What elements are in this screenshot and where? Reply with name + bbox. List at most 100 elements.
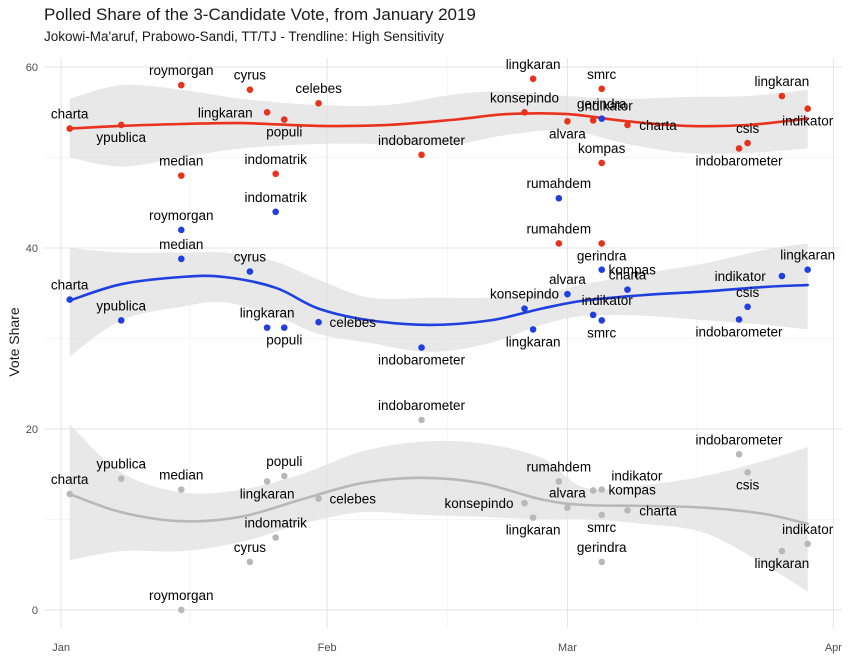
data-point — [804, 105, 811, 112]
point-label: roymorgan — [149, 588, 214, 603]
point-label: konsepindo — [490, 287, 559, 302]
data-point — [598, 240, 606, 247]
point-label: indikator — [715, 269, 767, 284]
point-label: alvara — [549, 272, 586, 287]
chart-title: Polled Share of the 3-Candidate Vote, fr… — [44, 5, 476, 24]
data-point — [280, 324, 288, 331]
point-label: lingkaran — [755, 74, 810, 89]
point-label: populi — [266, 454, 302, 469]
point-label: charta — [639, 503, 677, 518]
data-point — [564, 118, 571, 125]
data-point — [315, 99, 322, 107]
data-point — [624, 121, 631, 129]
data-point — [246, 558, 254, 566]
data-point — [589, 487, 597, 494]
confidence-band — [69, 243, 808, 357]
data-point — [280, 116, 288, 123]
point-label: indikator — [582, 98, 634, 113]
point-label: lingkaran — [506, 334, 561, 349]
data-point — [589, 311, 597, 319]
y-tick-label: 40 — [26, 243, 38, 255]
point-label: cyrus — [234, 250, 267, 265]
point-label: roymorgan — [149, 208, 214, 223]
y-tick-label: 0 — [32, 605, 38, 617]
data-point — [117, 317, 125, 324]
data-point — [778, 272, 786, 280]
data-point — [555, 478, 563, 485]
point-label: indobarometer — [695, 325, 783, 340]
point-label: konsepindo — [444, 496, 513, 511]
data-point — [272, 170, 279, 178]
data-point — [272, 208, 279, 216]
point-label: alvara — [549, 486, 586, 501]
data-point — [624, 507, 631, 514]
data-point — [735, 450, 743, 458]
confidence-band — [69, 424, 808, 592]
data-point — [117, 475, 125, 483]
data-point — [804, 266, 811, 274]
data-point — [529, 75, 537, 83]
point-label: konsepindo — [490, 90, 559, 105]
data-point — [177, 81, 185, 89]
point-label: cyrus — [234, 540, 267, 555]
point-label: charta — [51, 278, 89, 293]
data-point — [66, 490, 74, 498]
data-point — [66, 125, 74, 132]
point-label: charta — [51, 472, 89, 487]
data-point — [778, 547, 786, 555]
data-point — [598, 115, 606, 122]
point-label: smrc — [587, 325, 616, 340]
trend-line — [68, 274, 809, 327]
data-point — [315, 318, 322, 326]
point-label: lingkaran — [240, 306, 295, 321]
data-point — [66, 296, 74, 303]
data-point — [263, 324, 271, 331]
point-label: median — [159, 237, 203, 252]
data-point — [735, 145, 743, 152]
point-label: indikator — [782, 522, 834, 537]
point-label: indobarometer — [378, 398, 466, 413]
point-label: indomatrik — [245, 516, 308, 531]
x-tick-label: Mar — [558, 642, 577, 654]
point-label: smrc — [587, 520, 616, 535]
data-point — [598, 486, 606, 493]
trend-line — [68, 112, 809, 130]
point-label: kompas — [609, 263, 657, 278]
point-label: lingkaran — [506, 523, 561, 538]
point-label: smrc — [587, 67, 616, 82]
data-point — [804, 540, 811, 548]
data-point — [521, 305, 528, 312]
data-point — [272, 534, 279, 541]
point-label: ypublica — [96, 130, 146, 145]
y-tick-label: 20 — [26, 424, 38, 436]
point-label: rumahdem — [527, 222, 592, 237]
data-point — [280, 472, 288, 480]
data-point — [735, 316, 743, 323]
grid — [44, 58, 842, 628]
x-tick-label: Apr — [825, 642, 842, 654]
y-axis-label: Vote Share — [6, 307, 22, 376]
data-point — [418, 151, 425, 159]
point-label: csis — [736, 285, 759, 300]
point-label: indobarometer — [378, 133, 466, 148]
point-label: charta — [609, 268, 647, 283]
data-point — [598, 511, 606, 519]
data-point — [177, 606, 185, 614]
point-label: indomatrik — [245, 152, 308, 167]
data-point — [315, 495, 322, 502]
data-point — [624, 286, 631, 293]
x-tick-label: Jan — [52, 642, 70, 654]
data-point — [177, 172, 185, 179]
point-label: lingkaran — [240, 486, 295, 501]
point-label: lingkaran — [198, 105, 253, 120]
data-point — [744, 303, 751, 311]
data-point — [564, 290, 571, 298]
axis-ticks: 0 20 40 60 Jan Feb Mar Apr — [26, 62, 843, 654]
point-label: gerindra — [577, 540, 627, 555]
point-label: gerindra — [577, 97, 627, 112]
data-point — [117, 121, 125, 129]
data-point — [598, 85, 606, 93]
data-point — [246, 268, 254, 275]
data-point — [598, 266, 606, 274]
point-label: rumahdem — [527, 176, 592, 191]
